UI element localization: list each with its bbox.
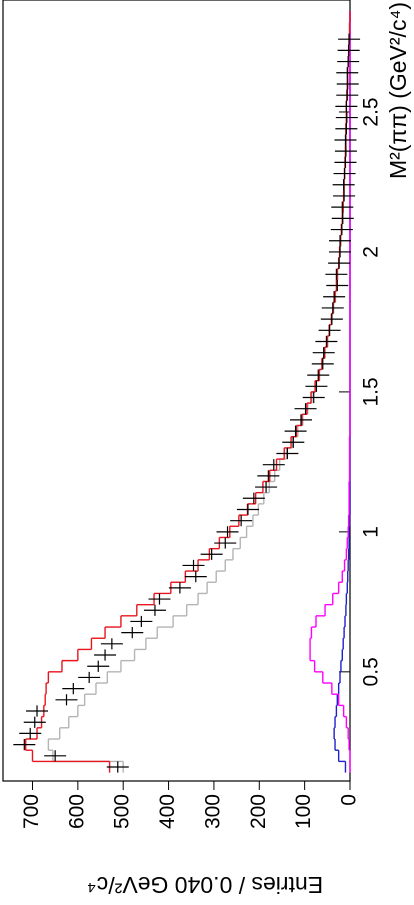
y-tick-label: 100 [292, 794, 315, 829]
y-tick-label: 600 [65, 794, 88, 829]
data-point [143, 604, 166, 616]
data-point [318, 324, 341, 336]
y-axis-label: Entries / 0.040 GeV²/c⁴ [87, 872, 323, 898]
data-point [257, 470, 280, 482]
data-point [330, 223, 353, 236]
data-point [284, 425, 307, 437]
y-tick-label: 500 [111, 794, 134, 829]
data-point [290, 414, 313, 426]
y-tick-label: 700 [20, 794, 43, 829]
data-point [336, 78, 359, 90]
data-point [13, 739, 36, 751]
x-tick-label: 1.5 [360, 377, 383, 406]
plot-frame [2, 0, 351, 782]
data-point [326, 279, 349, 292]
data-point [335, 123, 358, 135]
y-tick-label: 300 [201, 794, 224, 829]
data-point [329, 235, 352, 247]
data-point [255, 481, 278, 493]
data-point [214, 537, 237, 549]
x-tick-label: 2 [360, 246, 383, 258]
data-point [282, 436, 305, 448]
x-axis-label: M²(ππ) (GeV²/c⁴) [385, 2, 411, 179]
data-point [334, 156, 357, 168]
data-point [182, 559, 205, 572]
data-point [331, 201, 354, 213]
data-point [337, 44, 360, 56]
data-point [329, 246, 352, 258]
data-point [184, 571, 207, 583]
data-point [332, 179, 355, 191]
data-point [78, 671, 101, 684]
data-point [321, 302, 344, 314]
data-point [87, 660, 110, 672]
data-point [337, 55, 360, 68]
data-point [19, 727, 42, 740]
data-point [236, 503, 259, 516]
data-point [307, 369, 330, 381]
data-point [100, 638, 123, 650]
data-point [44, 750, 67, 762]
data-point [312, 347, 335, 359]
y-tick-label: 200 [247, 794, 270, 829]
data-point [320, 313, 343, 325]
y-tick-label: 400 [156, 794, 179, 829]
data-point [200, 548, 223, 560]
data-point [130, 615, 153, 628]
data-point [276, 447, 299, 460]
data-point [334, 134, 357, 146]
data-point [315, 335, 338, 348]
data-point [305, 380, 328, 392]
data-point [335, 100, 358, 112]
data-point [331, 212, 354, 224]
data-point [328, 257, 351, 269]
data-point [333, 190, 356, 202]
data-point [302, 391, 325, 404]
data-point [336, 89, 359, 101]
data-point [23, 716, 46, 728]
x-tick-label: 2.5 [360, 97, 383, 126]
data-point [216, 526, 239, 538]
data-point [121, 627, 144, 639]
data-point [62, 683, 85, 695]
data-point [26, 705, 49, 717]
data-point [242, 492, 265, 504]
data-point [336, 67, 359, 79]
data-point [323, 291, 346, 303]
data-point [106, 761, 129, 773]
y-tick-label: 0 [338, 794, 361, 806]
data-point [148, 593, 171, 605]
data-point [335, 111, 358, 124]
data-point [94, 649, 117, 661]
x-tick-label: 1 [360, 526, 383, 538]
data-point [294, 403, 317, 415]
data-point [55, 694, 78, 706]
data-point [311, 358, 334, 370]
data-point [230, 515, 253, 527]
data-point [338, 33, 361, 45]
data-point [333, 167, 356, 180]
data-point [168, 582, 191, 594]
data-point [262, 459, 285, 471]
data-point [334, 145, 357, 157]
x-tick-label: 0.5 [360, 657, 383, 686]
data-point [325, 268, 348, 280]
